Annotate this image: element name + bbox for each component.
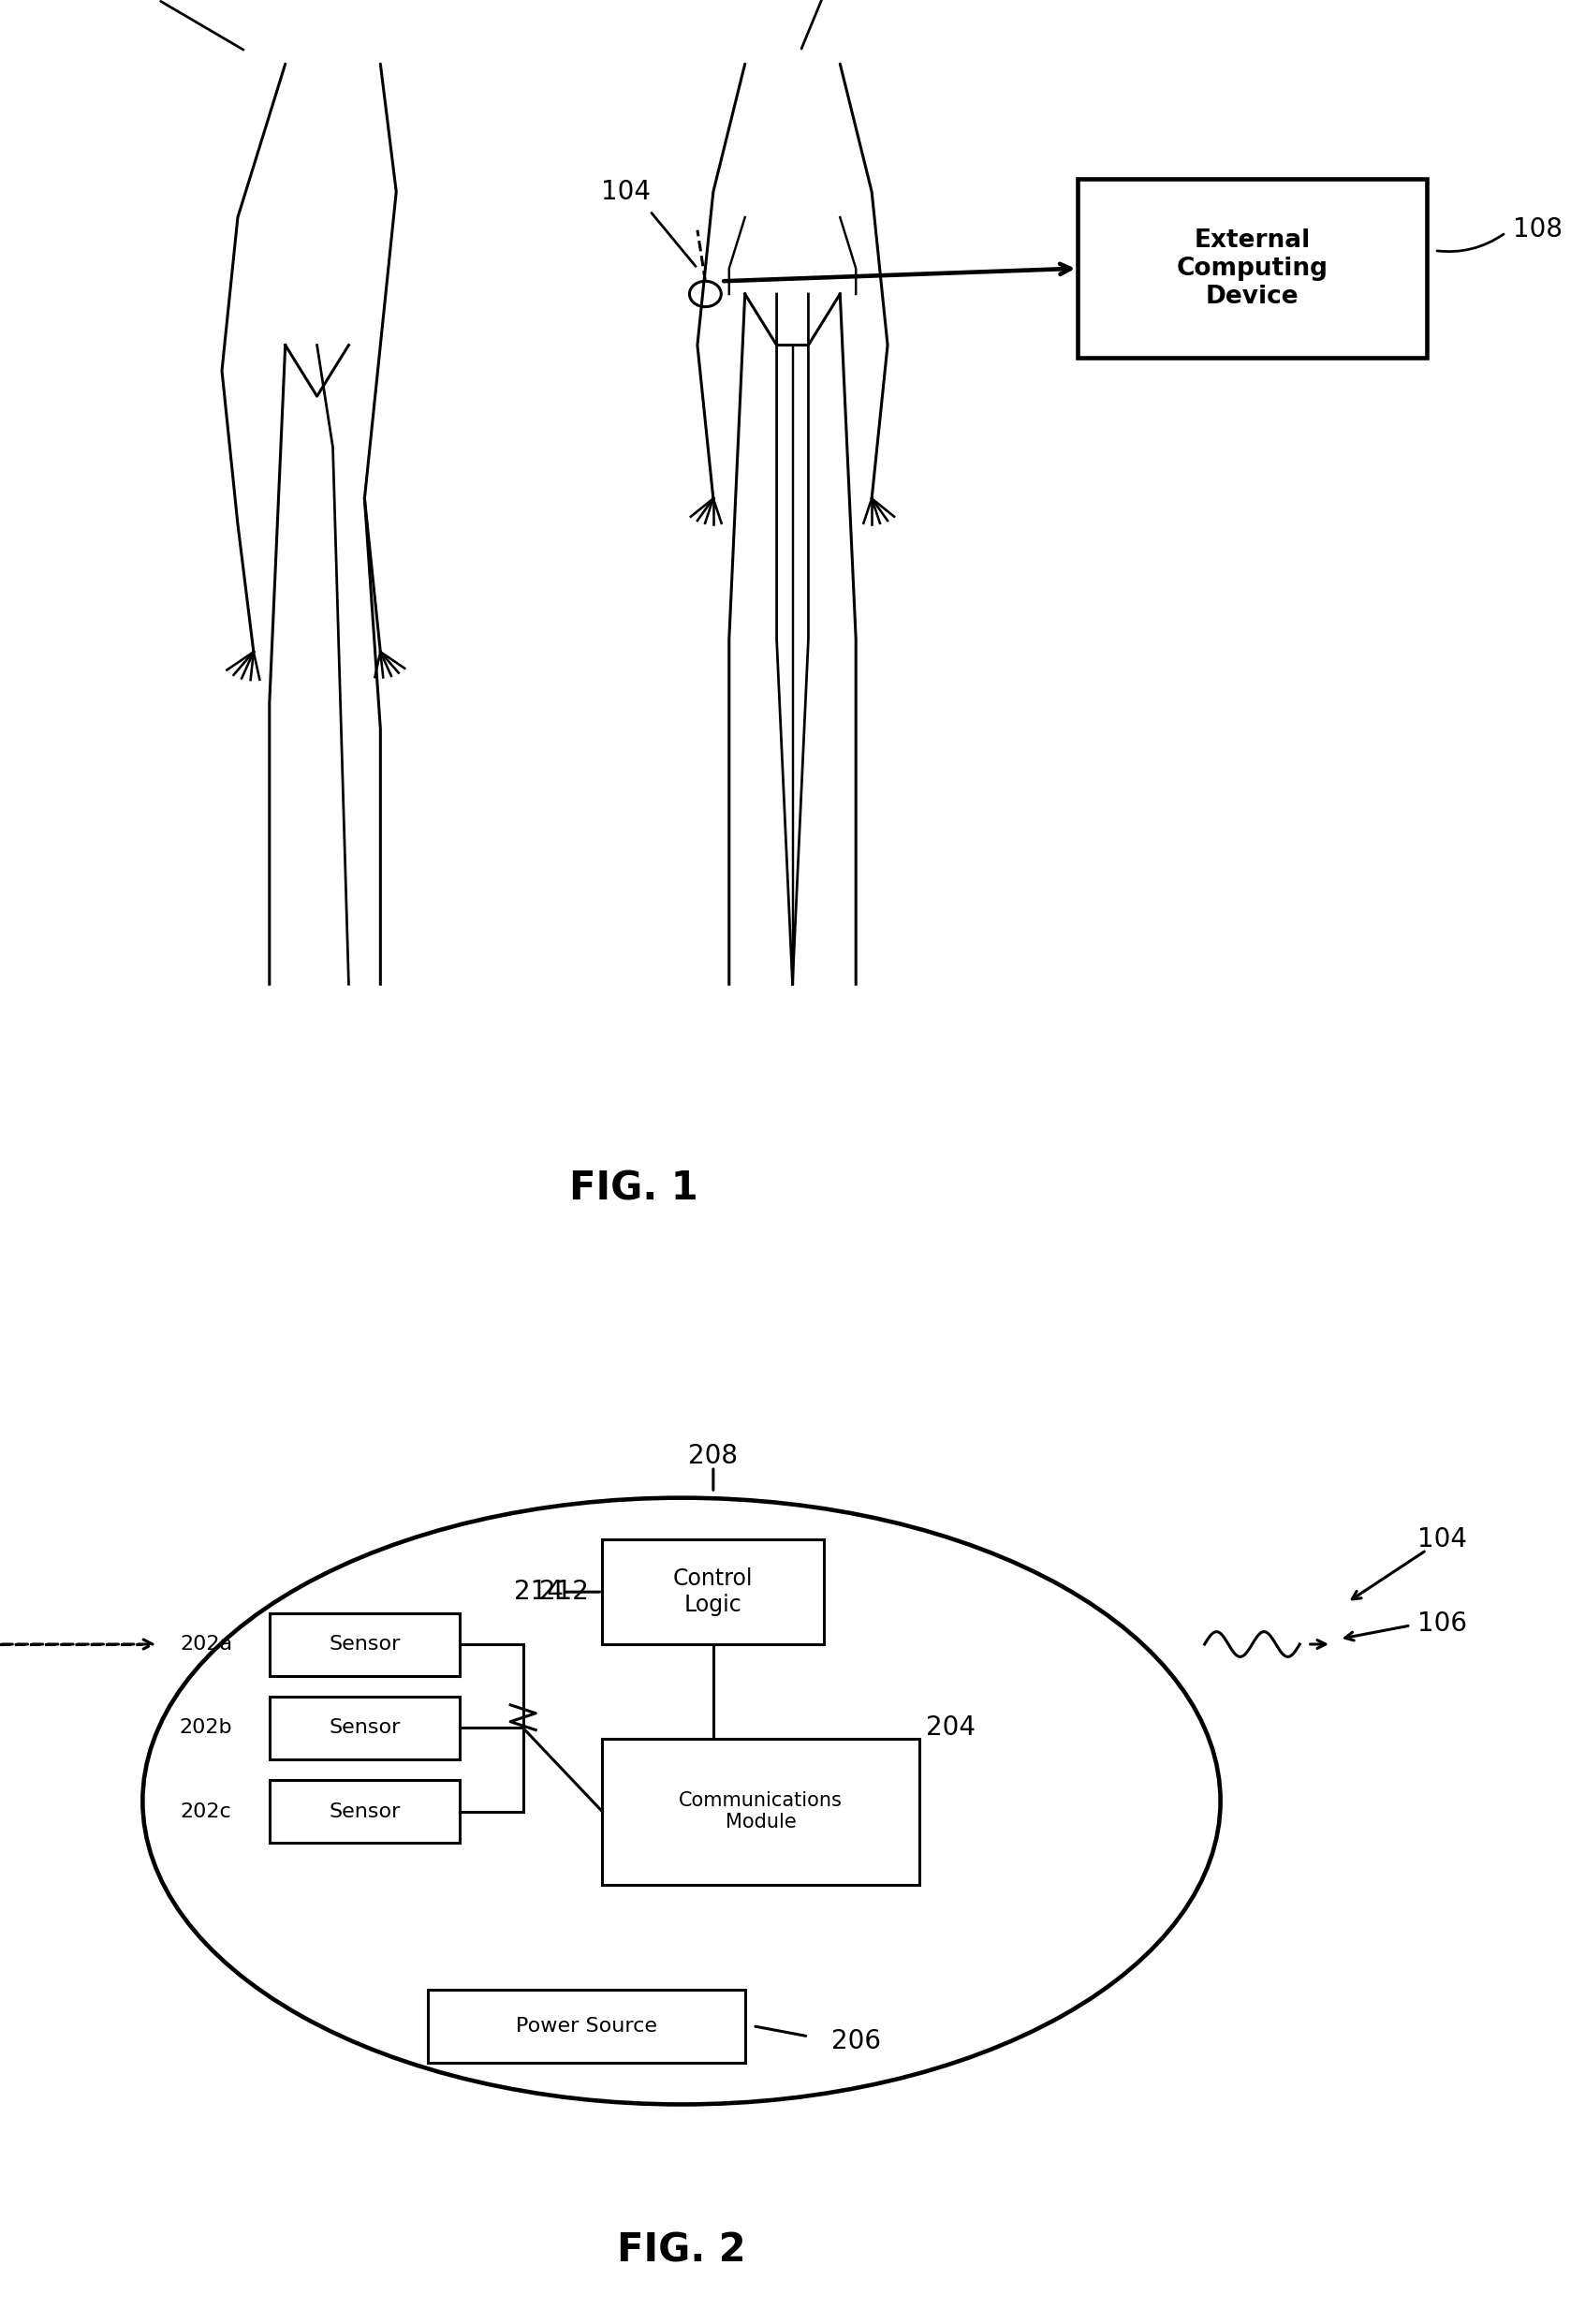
Text: 106: 106 (1417, 1611, 1468, 1636)
Text: 208: 208 (688, 1443, 739, 1469)
Text: FIG. 2: FIG. 2 (617, 2231, 747, 2271)
Text: 214: 214 (514, 1578, 564, 1606)
Text: 204: 204 (926, 1715, 976, 1741)
FancyBboxPatch shape (269, 1613, 460, 1676)
Text: External
Computing
Device: External Computing Device (1176, 228, 1328, 309)
FancyBboxPatch shape (1078, 179, 1426, 358)
Text: 202b: 202b (179, 1717, 233, 1738)
Text: Sensor: Sensor (328, 1801, 401, 1822)
Text: 202c: 202c (181, 1801, 231, 1822)
FancyBboxPatch shape (602, 1538, 824, 1645)
FancyBboxPatch shape (269, 1780, 460, 1843)
Text: Sensor: Sensor (328, 1634, 401, 1655)
Text: 104: 104 (1417, 1527, 1468, 1552)
Text: FIG. 1: FIG. 1 (569, 1169, 699, 1208)
Text: 104: 104 (601, 179, 651, 205)
Text: Sensor: Sensor (328, 1717, 401, 1738)
FancyBboxPatch shape (269, 1697, 460, 1759)
Text: Power Source: Power Source (515, 2017, 658, 2036)
FancyBboxPatch shape (428, 1989, 745, 2064)
Text: 108: 108 (1512, 216, 1563, 242)
Text: Communications
Module: Communications Module (678, 1792, 843, 1831)
Text: 206: 206 (831, 2029, 881, 2054)
Text: 202a: 202a (179, 1634, 233, 1655)
FancyBboxPatch shape (602, 1738, 919, 1885)
Text: Control
Logic: Control Logic (674, 1569, 753, 1615)
Text: 212: 212 (539, 1578, 588, 1606)
